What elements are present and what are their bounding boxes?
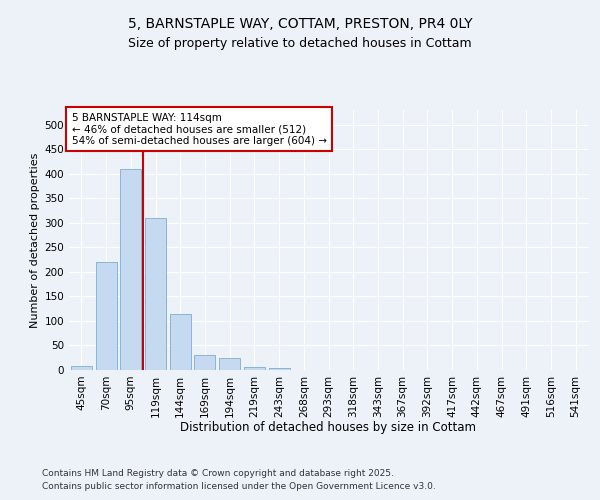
Text: Contains HM Land Registry data © Crown copyright and database right 2025.: Contains HM Land Registry data © Crown c…: [42, 468, 394, 477]
Bar: [194, 356, 215, 370]
Bar: [71, 366, 92, 370]
Text: 5 BARNSTAPLE WAY: 114sqm
← 46% of detached houses are smaller (512)
54% of semi-: 5 BARNSTAPLE WAY: 114sqm ← 46% of detach…: [71, 112, 326, 146]
X-axis label: Distribution of detached houses by size in Cottam: Distribution of detached houses by size …: [181, 421, 476, 434]
Bar: [269, 368, 290, 370]
Text: Contains public sector information licensed under the Open Government Licence v3: Contains public sector information licen…: [42, 482, 436, 491]
Text: Size of property relative to detached houses in Cottam: Size of property relative to detached ho…: [128, 38, 472, 51]
Bar: [120, 169, 141, 370]
Bar: [170, 314, 191, 370]
Bar: [244, 366, 265, 370]
Bar: [219, 358, 240, 370]
Text: 5, BARNSTAPLE WAY, COTTAM, PRESTON, PR4 0LY: 5, BARNSTAPLE WAY, COTTAM, PRESTON, PR4 …: [128, 18, 472, 32]
Bar: [145, 218, 166, 370]
Y-axis label: Number of detached properties: Number of detached properties: [30, 152, 40, 328]
Bar: [95, 262, 116, 370]
